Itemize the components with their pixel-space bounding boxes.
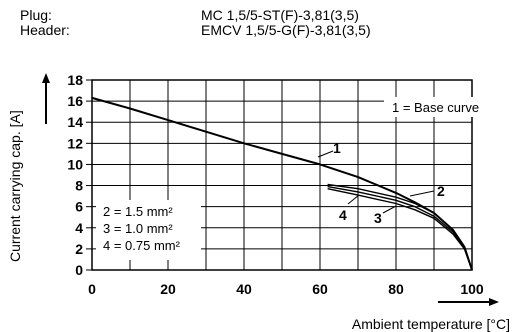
y-tick-label: 6 <box>75 199 83 215</box>
curve-label-4: 4 <box>339 207 347 223</box>
x-tick-label: 20 <box>160 281 176 297</box>
x-tick-labels: 0 20 40 60 80 100 <box>88 281 484 297</box>
y-tick-label: 0 <box>75 262 83 278</box>
series-layer <box>91 96 473 271</box>
y-tick-label: 8 <box>75 178 83 194</box>
y-tick-label: 14 <box>67 114 83 130</box>
x-tick-label: 0 <box>88 281 96 297</box>
plot-border <box>91 79 473 271</box>
y-tick-label: 12 <box>67 135 83 151</box>
x-tick-label: 100 <box>460 281 484 297</box>
x-tick-label: 80 <box>388 281 404 297</box>
plug-label: Plug: <box>20 7 52 23</box>
legend-box <box>96 200 201 260</box>
y-tick-label: 4 <box>75 220 83 236</box>
base-curve-note: 1 = Base curve <box>392 100 479 115</box>
y-tick-label: 2 <box>75 241 83 257</box>
y-tick-labels: 0 2 4 6 8 10 12 14 16 18 <box>67 72 83 278</box>
y-tick-label: 18 <box>67 72 83 88</box>
series-line-4 <box>327 188 473 271</box>
x-tick-label: 60 <box>312 281 328 297</box>
legend-entry-3: 3 = 1.0 mm² <box>103 221 173 236</box>
y-tick-label: 16 <box>67 93 83 109</box>
legend-entry-4: 4 = 0.75 mm² <box>103 238 181 253</box>
curve-label-3: 3 <box>374 210 382 226</box>
header-label: Header: <box>20 22 70 38</box>
x-axis-title: Ambient temperature [°C] <box>352 316 510 332</box>
curve-2-leader <box>409 190 435 197</box>
curve-3-leader <box>382 205 397 214</box>
legend-entry-2: 2 = 1.5 mm² <box>103 204 173 219</box>
x-tick-label: 40 <box>236 281 252 297</box>
curve-1-leader <box>317 150 334 158</box>
series-line-2 <box>327 183 473 271</box>
curve-label-2: 2 <box>437 183 445 199</box>
series-line-3 <box>327 185 473 271</box>
base-curve-note-box <box>384 97 510 117</box>
curve-label-1: 1 <box>333 140 341 156</box>
plug-value: MC 1,5/5-ST(F)-3,81(3,5) <box>201 7 359 23</box>
header-value: EMCV 1,5/5-G(F)-3,81(3,5) <box>201 22 371 38</box>
y-axis-title: Current carrying cap. [A] <box>7 110 23 262</box>
y-tick-label: 10 <box>67 156 83 172</box>
curve-4-leader <box>347 194 360 205</box>
